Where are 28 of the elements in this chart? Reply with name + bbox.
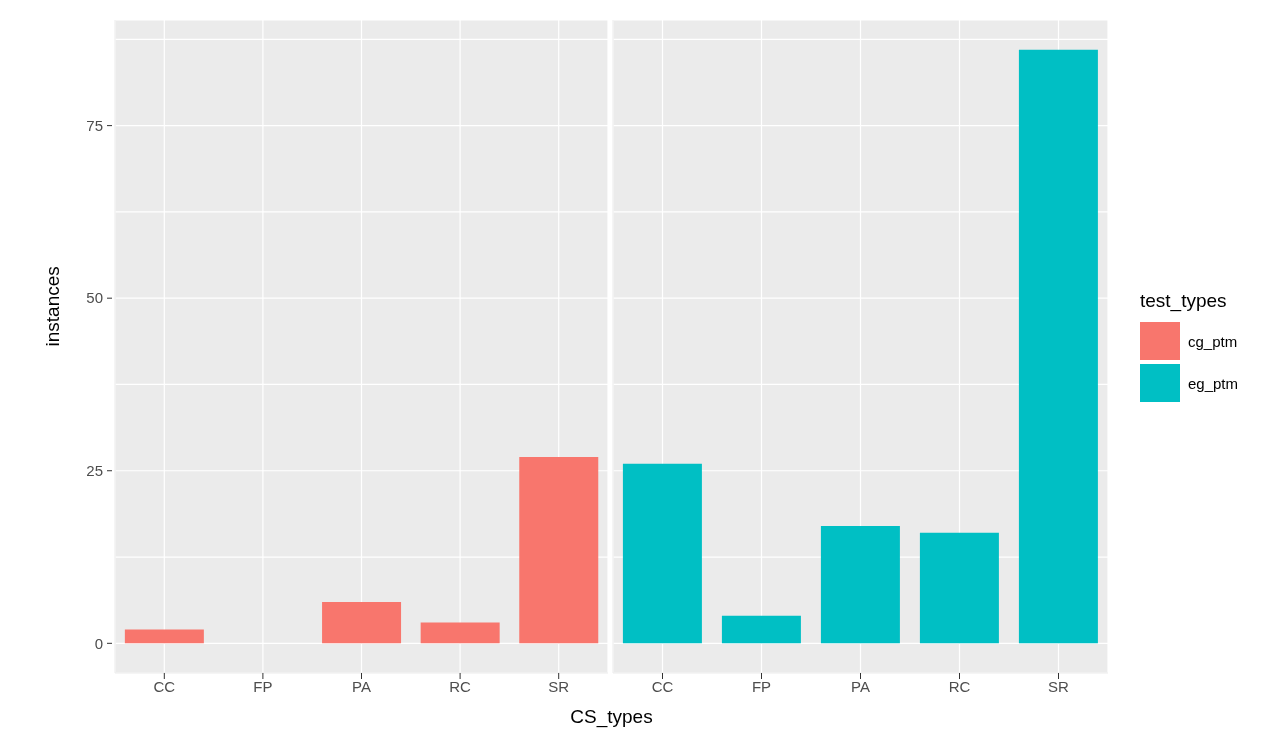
x-tick-label: SR <box>1048 677 1070 695</box>
x-tick-label: PA <box>352 677 371 695</box>
bar <box>124 629 204 644</box>
bar <box>1018 49 1098 644</box>
x-axis-title: CS_types <box>569 706 654 728</box>
y-axis-title: instances <box>41 266 63 347</box>
x-tick-label: FP <box>253 677 273 695</box>
x-tick-label: FP <box>751 677 772 695</box>
text: cg_ptm <box>1188 332 1238 350</box>
x-tick-label: RC <box>449 677 472 695</box>
x-tick-label: PA <box>851 677 870 695</box>
y-tick-label: 25 <box>86 462 103 479</box>
x-tick-label: CC <box>153 677 176 695</box>
x-tick-label: RC <box>948 677 971 695</box>
bar <box>420 622 500 644</box>
y-tick-label: 75 <box>86 116 103 134</box>
text: eg_ptm <box>1188 374 1239 392</box>
bar <box>820 525 900 644</box>
bar <box>919 532 999 644</box>
bar <box>721 615 801 644</box>
y-tick-label: 0 <box>94 634 103 652</box>
bar <box>622 463 702 644</box>
x-tick-label: SR <box>548 677 570 695</box>
bar <box>519 456 599 644</box>
bar <box>322 601 402 644</box>
legend-title: test_types <box>1140 290 1228 312</box>
y-tick-label: 50 <box>86 289 103 307</box>
x-tick-label: CC <box>651 677 674 695</box>
